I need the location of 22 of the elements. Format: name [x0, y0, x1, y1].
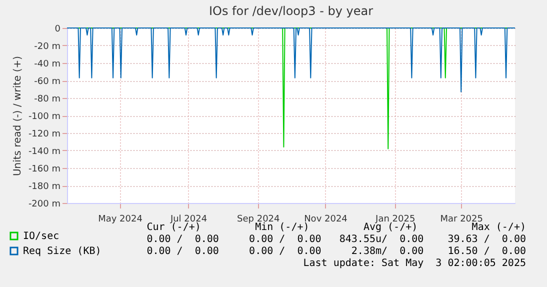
y-tick-label: -80 m [34, 94, 60, 104]
y-tick-label: 0 [54, 24, 61, 34]
y-tick-label: -20 m [34, 42, 60, 52]
line-series [66, 28, 516, 92]
x-tick-label: Nov 2024 [304, 214, 348, 224]
y-tick-label: -60 m [34, 77, 60, 87]
text: 0.00 / 0.00 0.00 / 0.00 2.38m/ 0.00 16.50 / 0.00 [146, 246, 526, 257]
y-tick-label: -200 m [28, 200, 60, 210]
legend-label: Req Size (KB) [23, 246, 102, 257]
y-tick-label: -140 m [28, 147, 60, 157]
text: 0.00 / 0.00 0.00 / 0.00 843.55u/ 0.00 39.63 / 0.00 [146, 234, 526, 245]
chart-title: IOs for /dev/loop3 - by year [208, 4, 374, 18]
y-tick-label: -120 m [28, 130, 60, 140]
legend-label: IO/sec [23, 231, 60, 242]
y-tick-label: -180 m [28, 182, 60, 192]
text: Cur (-/+) Min (-/+) Avg (-/+) Max (-/+) [146, 222, 526, 233]
y-tick-label: -100 m [28, 112, 60, 122]
text: Last update: Sat May 3 02:00:05 2025 [303, 258, 526, 269]
y-tick-label: -160 m [28, 164, 60, 174]
y-tick-label: -40 m [34, 60, 60, 70]
x-tick-label: May 2024 [98, 214, 143, 224]
y-axis-title: Units read (-) / write (+) [12, 56, 24, 176]
